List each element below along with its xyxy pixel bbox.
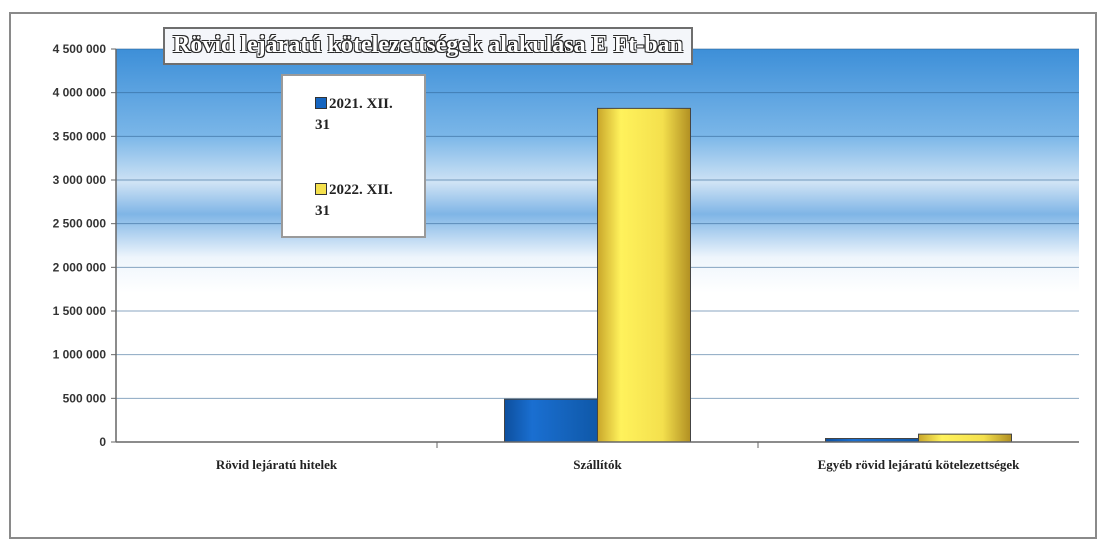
- y-tick-label: 4 000 000: [53, 86, 107, 100]
- chart-title: Rövid lejáratú kötelezettségek alakulása…: [163, 27, 693, 65]
- x-tick-label: Rövid lejáratú hitelek: [216, 457, 338, 472]
- x-tick-label: Egyéb rövid lejáratú kötelezettségek: [818, 457, 1021, 472]
- legend-label-2021: 2021. XII. 31: [315, 96, 393, 133]
- legend-label-2022: 2022. XII. 31: [315, 182, 393, 219]
- bar-2022-2: [918, 433, 1012, 443]
- y-tick-label: 500 000: [63, 391, 107, 405]
- legend-swatch-2022: [315, 183, 327, 195]
- y-tick-label: 4 500 000: [53, 42, 107, 56]
- y-tick-label: 3 000 000: [53, 173, 107, 187]
- y-tick-label: 2 500 000: [53, 217, 107, 231]
- bar-2021-1: [504, 398, 598, 443]
- bar-2022-1: [597, 107, 691, 443]
- x-tick-label: Szállítók: [573, 457, 622, 472]
- legend-swatch-2021: [315, 97, 327, 109]
- y-tick-label: 2 000 000: [53, 260, 107, 274]
- y-tick-label: 1 000 000: [53, 348, 107, 362]
- y-tick-label: 3 500 000: [53, 129, 107, 143]
- legend-item-2022: 2022. XII. 31: [315, 180, 395, 222]
- y-tick-label: 0: [99, 435, 106, 449]
- y-tick-label: 1 500 000: [53, 304, 107, 318]
- legend-item-2021: 2021. XII. 31: [315, 94, 395, 136]
- chart-legend: 2021. XII. 31 2022. XII. 31: [281, 74, 426, 238]
